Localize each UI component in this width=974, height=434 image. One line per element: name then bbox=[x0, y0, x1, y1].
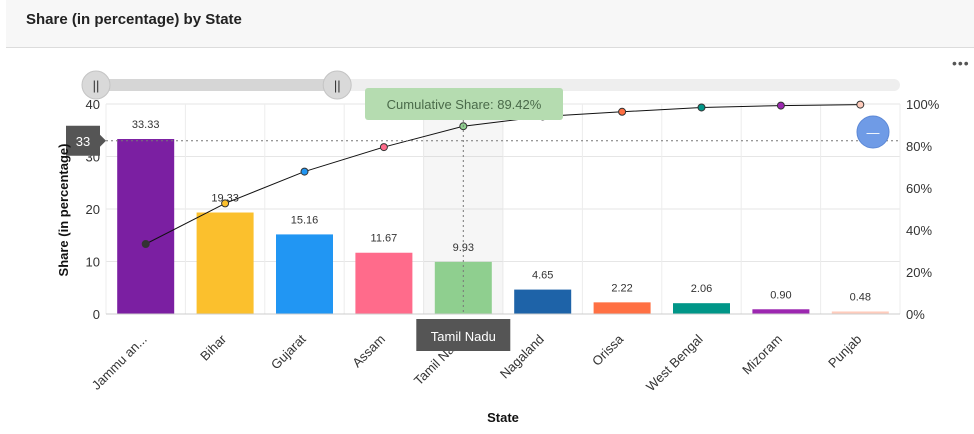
bar-value-label: 33.33 bbox=[132, 119, 160, 131]
cumulative-point[interactable] bbox=[141, 240, 150, 249]
cumulative-point[interactable] bbox=[697, 103, 706, 112]
y2-axis-tick-label: 100% bbox=[906, 97, 940, 112]
x-axis-tick-label: Jammu an... bbox=[89, 332, 150, 393]
bar[interactable] bbox=[514, 289, 572, 314]
bar-value-label: 11.67 bbox=[371, 233, 398, 245]
x-crosshair-label: Tamil Nadu bbox=[431, 329, 496, 344]
grip-lines-icon: || bbox=[334, 78, 341, 93]
x-axis-tick-label: Punjab bbox=[825, 332, 864, 371]
bar-value-label: 4.65 bbox=[532, 270, 553, 282]
cumulative-point[interactable] bbox=[856, 100, 865, 109]
x-axis-title: State bbox=[487, 410, 519, 425]
cumulative-point[interactable] bbox=[776, 101, 785, 110]
x-axis-tick-label: Assam bbox=[349, 332, 388, 371]
y-axis-tick-label: 0 bbox=[93, 307, 100, 322]
grip-lines-icon: || bbox=[93, 78, 100, 93]
bar-value-label: 9.93 bbox=[453, 242, 474, 254]
chart-header: Share (in percentage) by State bbox=[6, 0, 974, 48]
y2-axis-tick-label: 40% bbox=[906, 223, 932, 238]
cumulative-line bbox=[145, 104, 861, 245]
range-slider-selection[interactable] bbox=[96, 79, 338, 91]
y2-axis-tick-label: 20% bbox=[906, 265, 932, 280]
x-axis-tick-label: Gujarat bbox=[268, 331, 309, 372]
y-crosshair-label: 33 bbox=[76, 134, 90, 149]
cumulative-tooltip bbox=[365, 88, 563, 120]
bar-value-label: 0.48 bbox=[850, 291, 871, 303]
more-dots-icon[interactable]: ••• bbox=[952, 55, 970, 71]
bar-value-label: 19.33 bbox=[211, 193, 239, 205]
x-crosshair-badge bbox=[416, 319, 511, 351]
cumulative-tooltip-text: Cumulative Share: 89.42% bbox=[387, 97, 542, 112]
bar[interactable] bbox=[196, 212, 254, 314]
y2-axis-tick-label: 0% bbox=[906, 307, 925, 322]
range-slider-end-handle[interactable] bbox=[322, 70, 352, 100]
bar-value-label: 15.16 bbox=[291, 214, 319, 226]
bar[interactable] bbox=[355, 252, 413, 314]
cumulative-point[interactable] bbox=[221, 199, 230, 208]
bar[interactable] bbox=[673, 303, 730, 314]
y-axis-tick-label: 10 bbox=[86, 255, 100, 270]
bar-value-label: 0.90 bbox=[770, 289, 791, 301]
bar[interactable] bbox=[752, 309, 810, 314]
range-slider-start-handle[interactable] bbox=[81, 70, 111, 100]
bar[interactable] bbox=[117, 139, 175, 314]
x-axis-tick-label: West Bengal bbox=[643, 331, 706, 394]
zoom-out-button[interactable] bbox=[856, 115, 890, 149]
cumulative-point[interactable] bbox=[300, 167, 309, 176]
cumulative-point[interactable] bbox=[618, 107, 627, 116]
x-axis-tick-label: Bihar bbox=[197, 331, 230, 364]
y2-axis-tick-label: 80% bbox=[906, 139, 932, 154]
x-axis-tick-label: Orissa bbox=[589, 331, 627, 369]
bar-value-label: 2.06 bbox=[691, 283, 712, 295]
bar[interactable] bbox=[276, 234, 333, 314]
bar[interactable] bbox=[593, 302, 651, 314]
bar-value-label: 2.22 bbox=[611, 282, 632, 294]
y-crosshair-badge bbox=[66, 125, 100, 156]
chart-title: Share (in percentage) by State bbox=[26, 11, 242, 28]
zoom-out-minus-icon: — bbox=[867, 125, 880, 140]
y2-axis-tick-label: 60% bbox=[906, 181, 932, 196]
x-axis-tick-label: Mizoram bbox=[739, 332, 785, 378]
y-crosshair-badge-arrow bbox=[100, 134, 106, 147]
bar[interactable] bbox=[831, 311, 889, 314]
y-axis-tick-label: 20 bbox=[86, 202, 100, 217]
cumulative-point[interactable] bbox=[379, 143, 388, 152]
y-axis-title: Share (in percentage) bbox=[56, 144, 71, 277]
y-axis-tick-label: 40 bbox=[86, 97, 100, 112]
